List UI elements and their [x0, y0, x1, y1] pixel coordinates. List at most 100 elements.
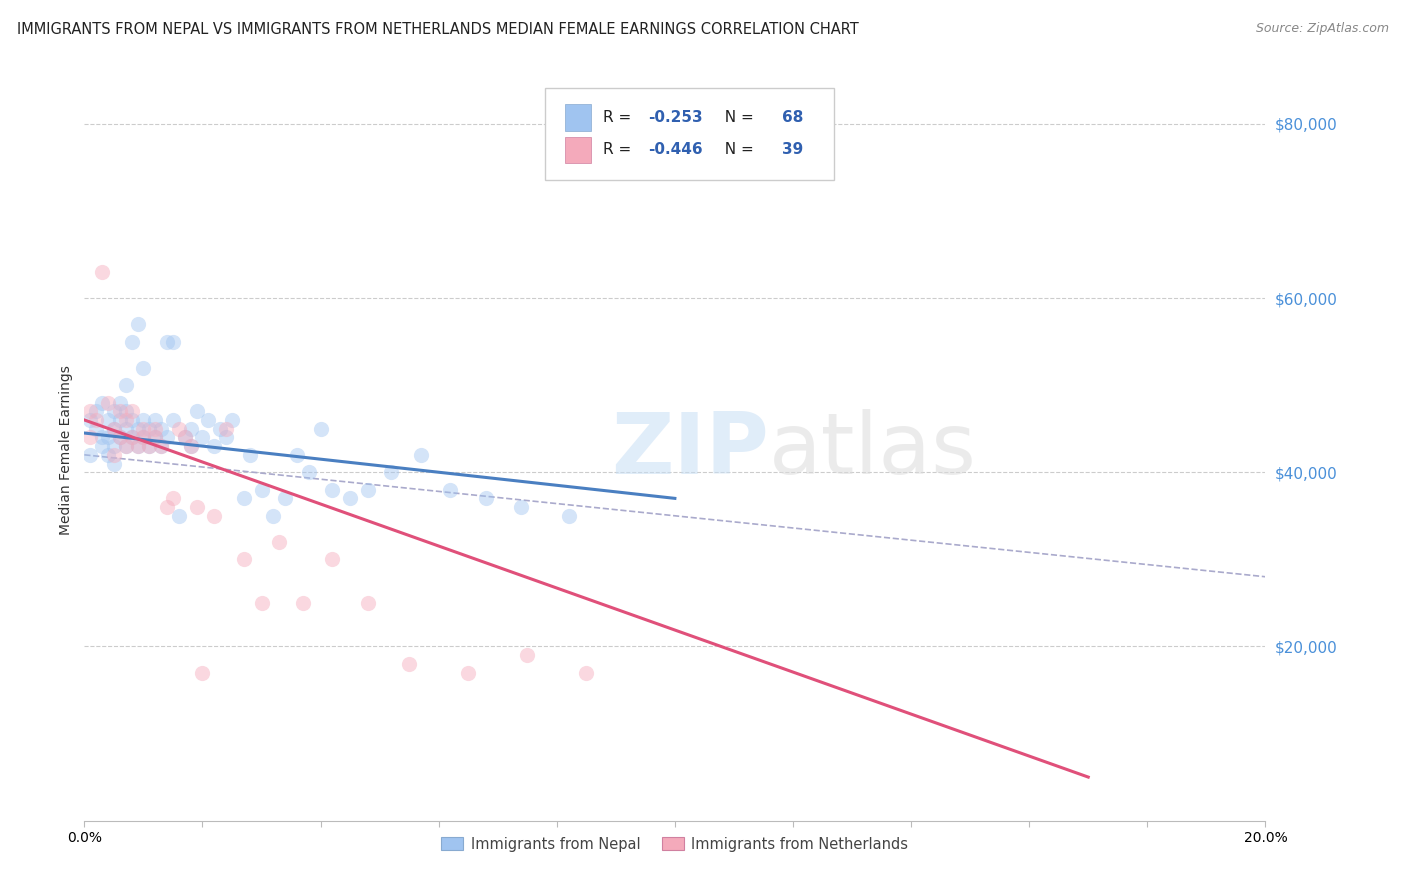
FancyBboxPatch shape: [546, 87, 834, 180]
Point: [79, 430, 101, 444]
Point: [108, 404, 131, 418]
Point: [321, 483, 343, 497]
Point: [202, 508, 225, 523]
Point: [150, 439, 173, 453]
Point: [132, 413, 155, 427]
Point: [108, 395, 131, 409]
Text: -0.446: -0.446: [648, 143, 703, 157]
Point: [132, 422, 155, 436]
Point: [262, 508, 284, 523]
Point: [167, 422, 190, 436]
Point: [439, 483, 461, 497]
Point: [138, 439, 160, 453]
Point: [79, 404, 101, 418]
Point: [409, 448, 432, 462]
Point: [239, 448, 262, 462]
Point: [103, 422, 125, 436]
Point: [232, 491, 254, 506]
Point: [180, 439, 202, 453]
Point: [143, 413, 166, 427]
Point: [91, 430, 114, 444]
Point: [167, 508, 190, 523]
Point: [91, 395, 114, 409]
Point: [150, 439, 173, 453]
FancyBboxPatch shape: [565, 136, 591, 163]
Point: [202, 439, 225, 453]
Point: [108, 413, 131, 427]
Point: [91, 265, 114, 279]
Point: [121, 430, 143, 444]
Point: [127, 422, 149, 436]
Point: [103, 422, 125, 436]
Point: [156, 334, 179, 349]
Point: [97, 430, 120, 444]
Point: [339, 491, 361, 506]
Text: 68: 68: [782, 110, 804, 125]
Point: [108, 430, 131, 444]
Point: [357, 483, 380, 497]
Point: [274, 491, 297, 506]
Point: [162, 334, 184, 349]
Point: [173, 430, 195, 444]
Point: [309, 422, 332, 436]
Point: [114, 378, 136, 392]
Point: [84, 404, 107, 418]
Point: [575, 665, 598, 680]
Point: [143, 430, 166, 444]
Point: [103, 404, 125, 418]
Point: [475, 491, 498, 506]
Point: [156, 500, 179, 514]
Point: [91, 439, 114, 453]
Point: [180, 439, 202, 453]
Text: atlas: atlas: [769, 409, 977, 492]
Point: [215, 422, 238, 436]
Point: [114, 404, 136, 418]
Point: [209, 422, 232, 436]
Point: [138, 422, 160, 436]
Point: [516, 648, 538, 662]
Point: [191, 430, 214, 444]
Point: [103, 448, 125, 462]
Point: [457, 665, 479, 680]
Point: [180, 422, 202, 436]
Point: [197, 413, 219, 427]
Text: IMMIGRANTS FROM NEPAL VS IMMIGRANTS FROM NETHERLANDS MEDIAN FEMALE EARNINGS CORR: IMMIGRANTS FROM NEPAL VS IMMIGRANTS FROM…: [17, 22, 859, 37]
Point: [162, 491, 184, 506]
Point: [121, 413, 143, 427]
Text: R =: R =: [603, 110, 636, 125]
Point: [250, 483, 273, 497]
Point: [79, 413, 101, 427]
Point: [114, 439, 136, 453]
Point: [285, 448, 308, 462]
Point: [221, 413, 243, 427]
Text: R =: R =: [603, 143, 636, 157]
Point: [114, 422, 136, 436]
Point: [138, 439, 160, 453]
Point: [84, 413, 107, 427]
Point: [97, 395, 120, 409]
Text: Source: ZipAtlas.com: Source: ZipAtlas.com: [1256, 22, 1389, 36]
Point: [162, 413, 184, 427]
Point: [103, 457, 125, 471]
Point: [79, 448, 101, 462]
Point: [84, 422, 107, 436]
Point: [250, 596, 273, 610]
Point: [127, 439, 149, 453]
Point: [357, 596, 380, 610]
Point: [186, 500, 208, 514]
Point: [132, 360, 155, 375]
Point: [150, 422, 173, 436]
Point: [108, 430, 131, 444]
Point: [132, 430, 155, 444]
Text: N =: N =: [716, 143, 759, 157]
Point: [186, 404, 208, 418]
Point: [232, 552, 254, 566]
FancyBboxPatch shape: [565, 104, 591, 130]
Point: [143, 430, 166, 444]
Point: [510, 500, 533, 514]
Point: [191, 665, 214, 680]
Legend: Immigrants from Nepal, Immigrants from Netherlands: Immigrants from Nepal, Immigrants from N…: [436, 831, 914, 858]
Text: N =: N =: [716, 110, 759, 125]
Y-axis label: Median Female Earnings: Median Female Earnings: [59, 366, 73, 535]
Text: -0.253: -0.253: [648, 110, 703, 125]
